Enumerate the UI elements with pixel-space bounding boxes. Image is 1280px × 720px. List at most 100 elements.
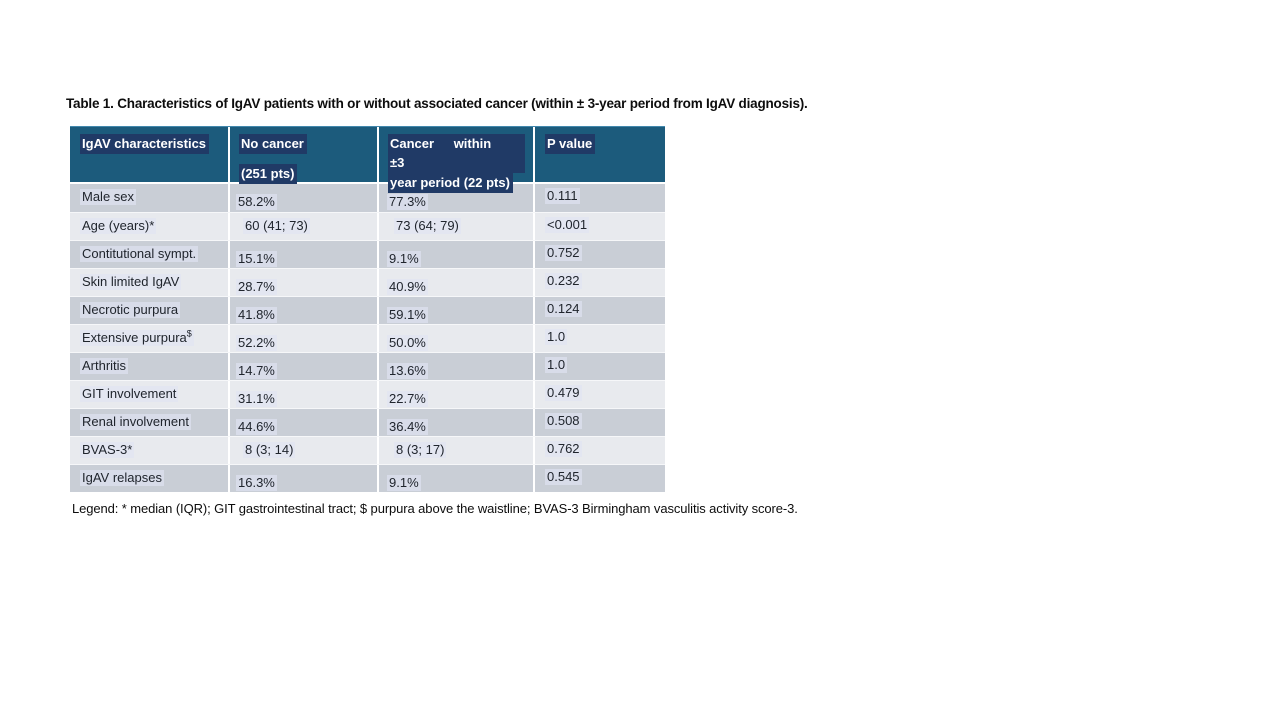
p-value-cell: 0.232	[533, 269, 665, 296]
row-label: Renal involvement	[80, 414, 191, 430]
cancer-value-cell: 59.1%	[377, 297, 533, 324]
header-cell-no-cancer: No cancer (251 pts)	[228, 127, 377, 184]
p-value: 0.762	[545, 441, 582, 457]
no-cancer-value-cell: 58.2%	[228, 184, 377, 212]
p-value: 1.0	[545, 329, 568, 345]
no-cancer-value: 58.2%	[236, 194, 277, 210]
p-value-cell: <0.001	[533, 213, 665, 240]
no-cancer-value-cell: 60 (41; 73)	[228, 213, 377, 240]
p-value: 0.545	[545, 469, 582, 485]
row-label-text: IgAV relapses	[82, 470, 162, 485]
header-label-no-cancer: No cancer	[239, 134, 307, 154]
p-value: 0.479	[545, 385, 582, 401]
row-label: IgAV relapses	[80, 470, 164, 486]
cancer-value: 50.0%	[387, 335, 428, 351]
p-value-cell: 0.124	[533, 297, 665, 324]
p-value: 0.124	[545, 301, 582, 317]
p-value: 1.0	[545, 357, 568, 373]
no-cancer-value: 16.3%	[236, 475, 277, 491]
cancer-value: 9.1%	[387, 475, 421, 491]
no-cancer-value: 31.1%	[236, 391, 277, 407]
table-row: Contitutional sympt. 15.1% 9.1% 0.752	[70, 240, 665, 268]
header-cell-pvalue: P value	[533, 127, 665, 182]
p-value: 0.111	[545, 188, 580, 204]
row-label-cell: Age (years)*	[70, 213, 228, 240]
row-label-cell: Skin limited IgAV	[70, 269, 228, 296]
row-label-text: GIT involvement	[82, 386, 177, 401]
cancer-value: 13.6%	[387, 363, 428, 379]
header-cell-cancer: Cancer within ±3 year period (22 pts)	[377, 127, 533, 193]
no-cancer-value-cell: 28.7%	[228, 269, 377, 296]
row-label-cell: Renal involvement	[70, 409, 228, 436]
cancer-value: 40.9%	[387, 279, 428, 295]
no-cancer-value-cell: 8 (3; 14)	[228, 437, 377, 464]
table-row: Necrotic purpura 41.8% 59.1% 0.124	[70, 296, 665, 324]
row-label: GIT involvement	[80, 386, 179, 402]
cancer-value-cell: 9.1%	[377, 241, 533, 268]
row-label-cell: Contitutional sympt.	[70, 241, 228, 268]
row-label-text: Male sex	[82, 189, 135, 204]
cancer-value-cell: 22.7%	[377, 381, 533, 408]
row-label-text: Arthritis	[82, 358, 127, 373]
no-cancer-value-cell: 31.1%	[228, 381, 377, 408]
header-label-cancer-line2: year period (22 pts)	[388, 173, 513, 193]
no-cancer-value: 15.1%	[236, 251, 277, 267]
no-cancer-value-cell: 14.7%	[228, 353, 377, 380]
row-label: Necrotic purpura	[80, 302, 181, 318]
cancer-value-cell: 77.3%	[377, 184, 533, 212]
header-label-cancer-line1: Cancer within ±3	[388, 134, 525, 173]
row-label: Contitutional sympt.	[80, 246, 199, 262]
table-header-row: IgAV characteristics No cancer (251 pts)…	[70, 126, 665, 193]
row-label-cell: Arthritis	[70, 353, 228, 380]
table-row: GIT involvement 31.1% 22.7% 0.479	[70, 380, 665, 408]
cancer-value: 77.3%	[387, 194, 428, 210]
table-row: Age (years)* 60 (41; 73) 73 (64; 79) <0.…	[70, 212, 665, 240]
row-label-cell: GIT involvement	[70, 381, 228, 408]
row-label-text: Age (years)*	[82, 218, 155, 233]
header-label-pvalue: P value	[545, 134, 596, 154]
row-label-text: Renal involvement	[82, 414, 189, 429]
p-value-cell: 1.0	[533, 353, 665, 380]
cancer-value-cell: 73 (64; 79)	[377, 213, 533, 240]
p-value: 0.508	[545, 413, 582, 429]
table-row: Extensive purpura$ 52.2% 50.0% 1.0	[70, 324, 665, 352]
no-cancer-value-cell: 52.2%	[228, 325, 377, 352]
p-value-cell: 0.479	[533, 381, 665, 408]
table-row: Arthritis 14.7% 13.6% 1.0	[70, 352, 665, 380]
no-cancer-value: 41.8%	[236, 307, 277, 323]
row-label-cell: BVAS-3*	[70, 437, 228, 464]
no-cancer-value-cell: 15.1%	[228, 241, 377, 268]
cancer-value: 36.4%	[387, 419, 428, 435]
row-label-text: Extensive purpura	[82, 330, 187, 345]
row-label: BVAS-3*	[80, 442, 135, 458]
row-label-text: Skin limited IgAV	[82, 274, 180, 289]
p-value-cell: 0.111	[533, 184, 665, 212]
no-cancer-value: 28.7%	[236, 279, 277, 295]
header-cell-characteristics: IgAV characteristics	[70, 127, 228, 182]
row-label-cell: Male sex	[70, 184, 228, 212]
row-label: Age (years)*	[80, 218, 157, 234]
p-value-cell: 0.508	[533, 409, 665, 436]
label-superscript: $	[186, 328, 192, 339]
header-label-characteristics: IgAV characteristics	[80, 134, 210, 154]
table-row: BVAS-3* 8 (3; 14) 8 (3; 17) 0.762	[70, 436, 665, 464]
cancer-value-cell: 9.1%	[377, 465, 533, 492]
no-cancer-value-cell: 41.8%	[228, 297, 377, 324]
row-label: Arthritis	[80, 358, 129, 374]
table-row: Male sex 58.2% 77.3% 0.111	[70, 184, 665, 212]
row-label-text: BVAS-3*	[82, 442, 133, 457]
header-label-no-cancer-pts: (251 pts)	[239, 164, 298, 184]
no-cancer-value: 52.2%	[236, 335, 277, 351]
row-label-cell: IgAV relapses	[70, 465, 228, 492]
no-cancer-value: 8 (3; 14)	[243, 442, 296, 458]
cancer-value: 9.1%	[387, 251, 421, 267]
p-value: 0.232	[545, 273, 582, 289]
row-label-text: Necrotic purpura	[82, 302, 179, 317]
cancer-value-cell: 36.4%	[377, 409, 533, 436]
table-row: IgAV relapses 16.3% 9.1% 0.545	[70, 464, 665, 492]
no-cancer-value-cell: 44.6%	[228, 409, 377, 436]
row-label: Male sex	[80, 189, 137, 205]
row-label: Extensive purpura$	[80, 328, 194, 346]
p-value: 0.752	[545, 245, 582, 261]
